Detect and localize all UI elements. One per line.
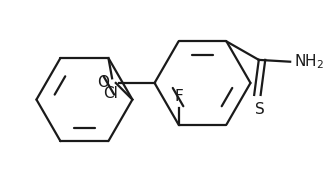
Text: F: F (174, 89, 183, 104)
Text: S: S (255, 102, 265, 117)
Text: NH$_2$: NH$_2$ (294, 52, 324, 71)
Text: O: O (97, 75, 109, 91)
Text: Cl: Cl (103, 86, 118, 101)
